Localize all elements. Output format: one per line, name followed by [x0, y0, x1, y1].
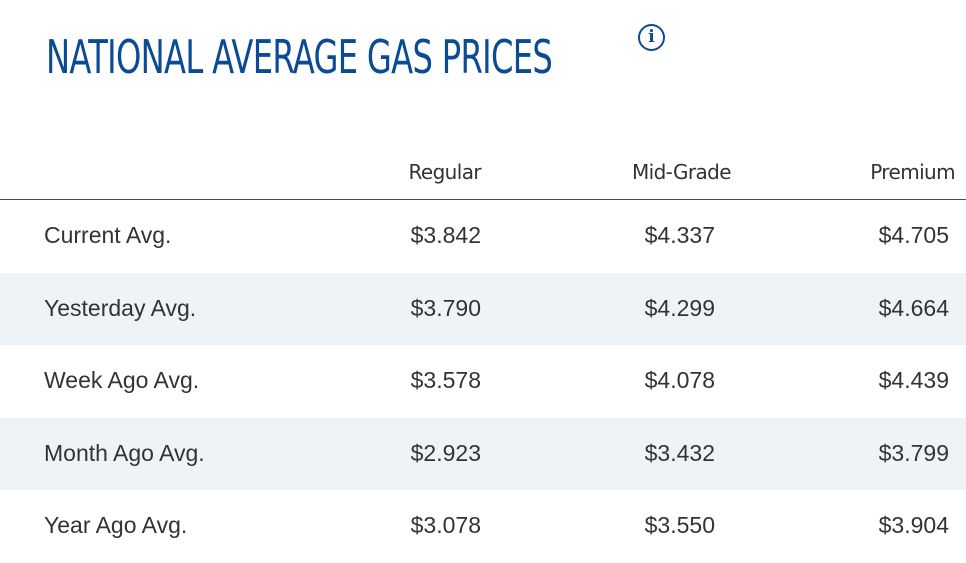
mid-grade-price: $3.432	[644, 439, 715, 466]
title-area: NATIONAL AVERAGE GAS PRICES i	[46, 24, 769, 90]
mid-grade-price: $4.337	[644, 222, 715, 248]
mid-grade-price: $4.299	[644, 294, 715, 321]
table-row: Current Avg. $3.842 $4.337 $4.705	[0, 200, 966, 273]
row-label: Month Ago Avg.	[44, 439, 205, 466]
row-label: Week Ago Avg.	[44, 367, 200, 394]
mid-grade-price: $3.550	[644, 512, 715, 539]
page-title: NATIONAL AVERAGE GAS PRICES	[46, 30, 553, 84]
regular-price: $3.790	[410, 294, 481, 321]
row-label: Current Avg.	[44, 222, 172, 248]
regular-price: $3.842	[410, 222, 481, 248]
table-row: Month Ago Avg. $2.923 $3.432 $3.799	[0, 417, 966, 491]
mid-grade-price: $4.078	[644, 367, 715, 394]
regular-price: $3.578	[410, 367, 481, 394]
premium-price: $4.439	[878, 367, 949, 394]
table-row: Yesterday Avg. $3.790 $4.299 $4.664	[0, 272, 966, 346]
premium-price: $4.705	[878, 222, 949, 248]
row-label: Yesterday Avg.	[44, 294, 197, 321]
table-row: Year Ago Avg. $3.078 $3.550 $3.904	[0, 490, 966, 563]
premium-price: $4.664	[878, 294, 949, 321]
column-header-regular: Regular	[408, 160, 481, 184]
regular-price: $2.923	[410, 439, 481, 466]
premium-price: $3.799	[878, 439, 949, 466]
row-label: Year Ago Avg.	[44, 512, 188, 539]
regular-price: $3.078	[410, 512, 481, 539]
table-row: Week Ago Avg. $3.578 $4.078 $4.439	[0, 345, 966, 418]
table-header: Regular Mid-Grade Premium	[0, 146, 966, 200]
premium-price: $3.904	[878, 512, 949, 539]
gas-price-table: Regular Mid-Grade Premium Current Avg. $…	[0, 146, 966, 563]
column-header-premium: Premium	[870, 160, 955, 184]
info-icon[interactable]: i	[638, 24, 665, 51]
column-header-mid-grade: Mid-Grade	[631, 160, 732, 184]
